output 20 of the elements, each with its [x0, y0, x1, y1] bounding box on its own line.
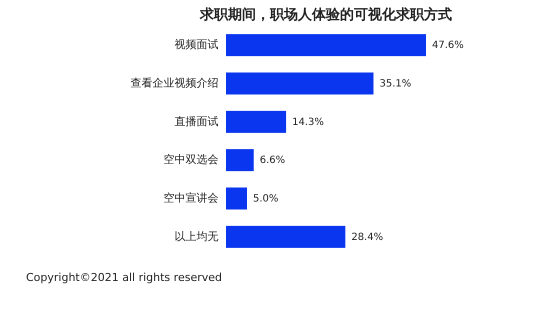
y-tick-label: 空中双选会 — [164, 153, 218, 166]
y-tick-label: 查看企业视频介绍 — [130, 76, 218, 90]
data-label: 5.0% — [253, 194, 278, 204]
data-label: 35.1% — [379, 78, 412, 90]
data-label: 6.6% — [260, 155, 286, 166]
bar — [226, 226, 346, 248]
y-tick-label: 视频面试 — [174, 38, 218, 52]
data-label: 47.6% — [432, 40, 464, 52]
y-tick-label: 以上均无 — [174, 230, 218, 243]
data-label: 14.3% — [292, 116, 324, 128]
y-tick-label: 直播面试 — [174, 114, 218, 128]
bar — [226, 110, 286, 133]
chart-title: 求职期间，职场人体验的可视化求职方式 — [199, 6, 452, 23]
text: Copyright©2021 all rights reserved — [26, 271, 222, 284]
bar — [226, 149, 254, 172]
bar — [226, 188, 248, 210]
bar — [226, 72, 374, 94]
data-label: 28.4% — [351, 232, 384, 243]
y-tick-label: 空中宣讲会 — [164, 192, 218, 204]
bar — [226, 34, 426, 56]
